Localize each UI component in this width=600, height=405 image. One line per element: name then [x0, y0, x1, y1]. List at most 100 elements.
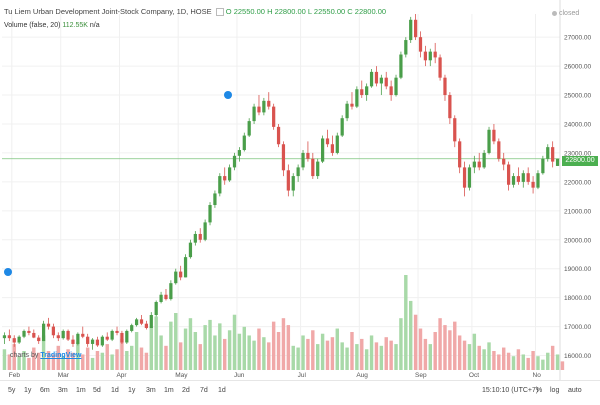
candle-body[interactable]: [541, 158, 545, 174]
candle-body[interactable]: [365, 86, 369, 96]
candle-body[interactable]: [198, 233, 202, 240]
candle-body[interactable]: [242, 135, 246, 151]
candle-body[interactable]: [7, 335, 11, 339]
candle-body[interactable]: [272, 106, 276, 127]
candle-body[interactable]: [232, 155, 237, 168]
legend-settings-icon[interactable]: [215, 8, 224, 17]
candle-body[interactable]: [76, 333, 80, 344]
candle-body[interactable]: [188, 242, 193, 258]
interval-2d[interactable]: 2d: [182, 387, 190, 394]
candle-body[interactable]: [350, 103, 354, 107]
candle-body[interactable]: [340, 118, 344, 136]
candle-body[interactable]: [213, 193, 217, 206]
candle-body[interactable]: [399, 54, 403, 78]
candle-body[interactable]: [159, 294, 163, 302]
candle-body[interactable]: [335, 135, 339, 153]
candle-body[interactable]: [105, 336, 109, 340]
candle-body[interactable]: [394, 77, 398, 96]
candle-body[interactable]: [306, 152, 310, 159]
candle-body[interactable]: [462, 167, 467, 188]
candle-body[interactable]: [125, 330, 129, 343]
candle-body[interactable]: [17, 336, 21, 343]
candle-body[interactable]: [453, 118, 457, 142]
candle-body[interactable]: [316, 161, 320, 177]
candle-body[interactable]: [164, 294, 168, 300]
candle-body[interactable]: [369, 71, 374, 87]
candle-body[interactable]: [374, 71, 379, 84]
candle-body[interactable]: [193, 233, 197, 243]
candle-body[interactable]: [325, 138, 330, 145]
range-1y[interactable]: 1y: [24, 387, 32, 394]
candle-body[interactable]: [536, 173, 540, 188]
candle-body[interactable]: [506, 164, 511, 185]
dividend-marker[interactable]: [224, 91, 232, 99]
candle-body[interactable]: [12, 338, 16, 343]
candle-body[interactable]: [130, 325, 134, 331]
candle-body[interactable]: [286, 170, 290, 191]
candle-body[interactable]: [179, 271, 183, 278]
range-1m[interactable]: 1m: [76, 387, 86, 394]
candle-body[interactable]: [448, 95, 452, 119]
candle-body[interactable]: [227, 167, 232, 181]
candle-body[interactable]: [487, 129, 491, 153]
candle-body[interactable]: [46, 323, 51, 327]
candle-body[interactable]: [203, 222, 207, 240]
candle-body[interactable]: [281, 144, 286, 171]
candle-body[interactable]: [531, 181, 535, 188]
candle-body[interactable]: [2, 335, 7, 339]
candle-body[interactable]: [139, 319, 144, 324]
candle-body[interactable]: [115, 330, 119, 333]
percent-toggle[interactable]: %: [536, 387, 543, 394]
candle-body[interactable]: [90, 339, 95, 344]
candle-body[interactable]: [86, 336, 90, 344]
candle-body[interactable]: [389, 86, 393, 96]
interval-3m[interactable]: 3m: [146, 387, 156, 394]
range-5y[interactable]: 5y: [8, 387, 16, 394]
interval-7d[interactable]: 7d: [200, 387, 208, 394]
candle-body[interactable]: [526, 173, 530, 182]
candle-body[interactable]: [301, 152, 305, 168]
candle-body[interactable]: [379, 77, 383, 84]
candle-body[interactable]: [428, 51, 432, 61]
candle-body[interactable]: [433, 51, 437, 58]
candle-body[interactable]: [154, 301, 158, 316]
range-1d[interactable]: 1d: [111, 387, 119, 394]
candle-body[interactable]: [320, 138, 325, 162]
candle-body[interactable]: [384, 77, 388, 87]
candle-body[interactable]: [409, 19, 413, 41]
candle-body[interactable]: [296, 167, 300, 177]
candle-body[interactable]: [492, 129, 496, 142]
dividend-marker[interactable]: [4, 268, 12, 276]
candle-body[interactable]: [237, 150, 242, 156]
candle-body[interactable]: [110, 330, 114, 340]
candle-body[interactable]: [423, 51, 428, 61]
candle-body[interactable]: [262, 100, 266, 113]
candle-body[interactable]: [61, 330, 65, 339]
candle-body[interactable]: [100, 336, 104, 346]
candle-body[interactable]: [443, 77, 447, 96]
candle-body[interactable]: [438, 57, 442, 78]
candle-body[interactable]: [71, 339, 75, 344]
candle-body[interactable]: [95, 339, 100, 346]
candle-body[interactable]: [37, 337, 41, 342]
interval-1m[interactable]: 1m: [164, 387, 174, 394]
candle-body[interactable]: [330, 144, 335, 153]
candle-body[interactable]: [223, 176, 227, 181]
log-toggle[interactable]: log: [550, 387, 560, 394]
interval-1y[interactable]: 1y: [128, 387, 136, 394]
candle-body[interactable]: [218, 176, 222, 194]
candle-body[interactable]: [32, 332, 36, 338]
candle-body[interactable]: [472, 161, 476, 168]
range-3m[interactable]: 3m: [58, 387, 68, 394]
candle-body[interactable]: [252, 106, 256, 122]
tradingview-watermark[interactable]: charts by TradingView: [10, 352, 81, 359]
candle-body[interactable]: [41, 323, 46, 342]
candle-body[interactable]: [521, 173, 525, 182]
candle-body[interactable]: [247, 121, 251, 136]
candle-body[interactable]: [360, 89, 364, 96]
candle-body[interactable]: [516, 176, 521, 182]
candle-body[interactable]: [174, 271, 178, 284]
candle-body[interactable]: [208, 205, 212, 223]
